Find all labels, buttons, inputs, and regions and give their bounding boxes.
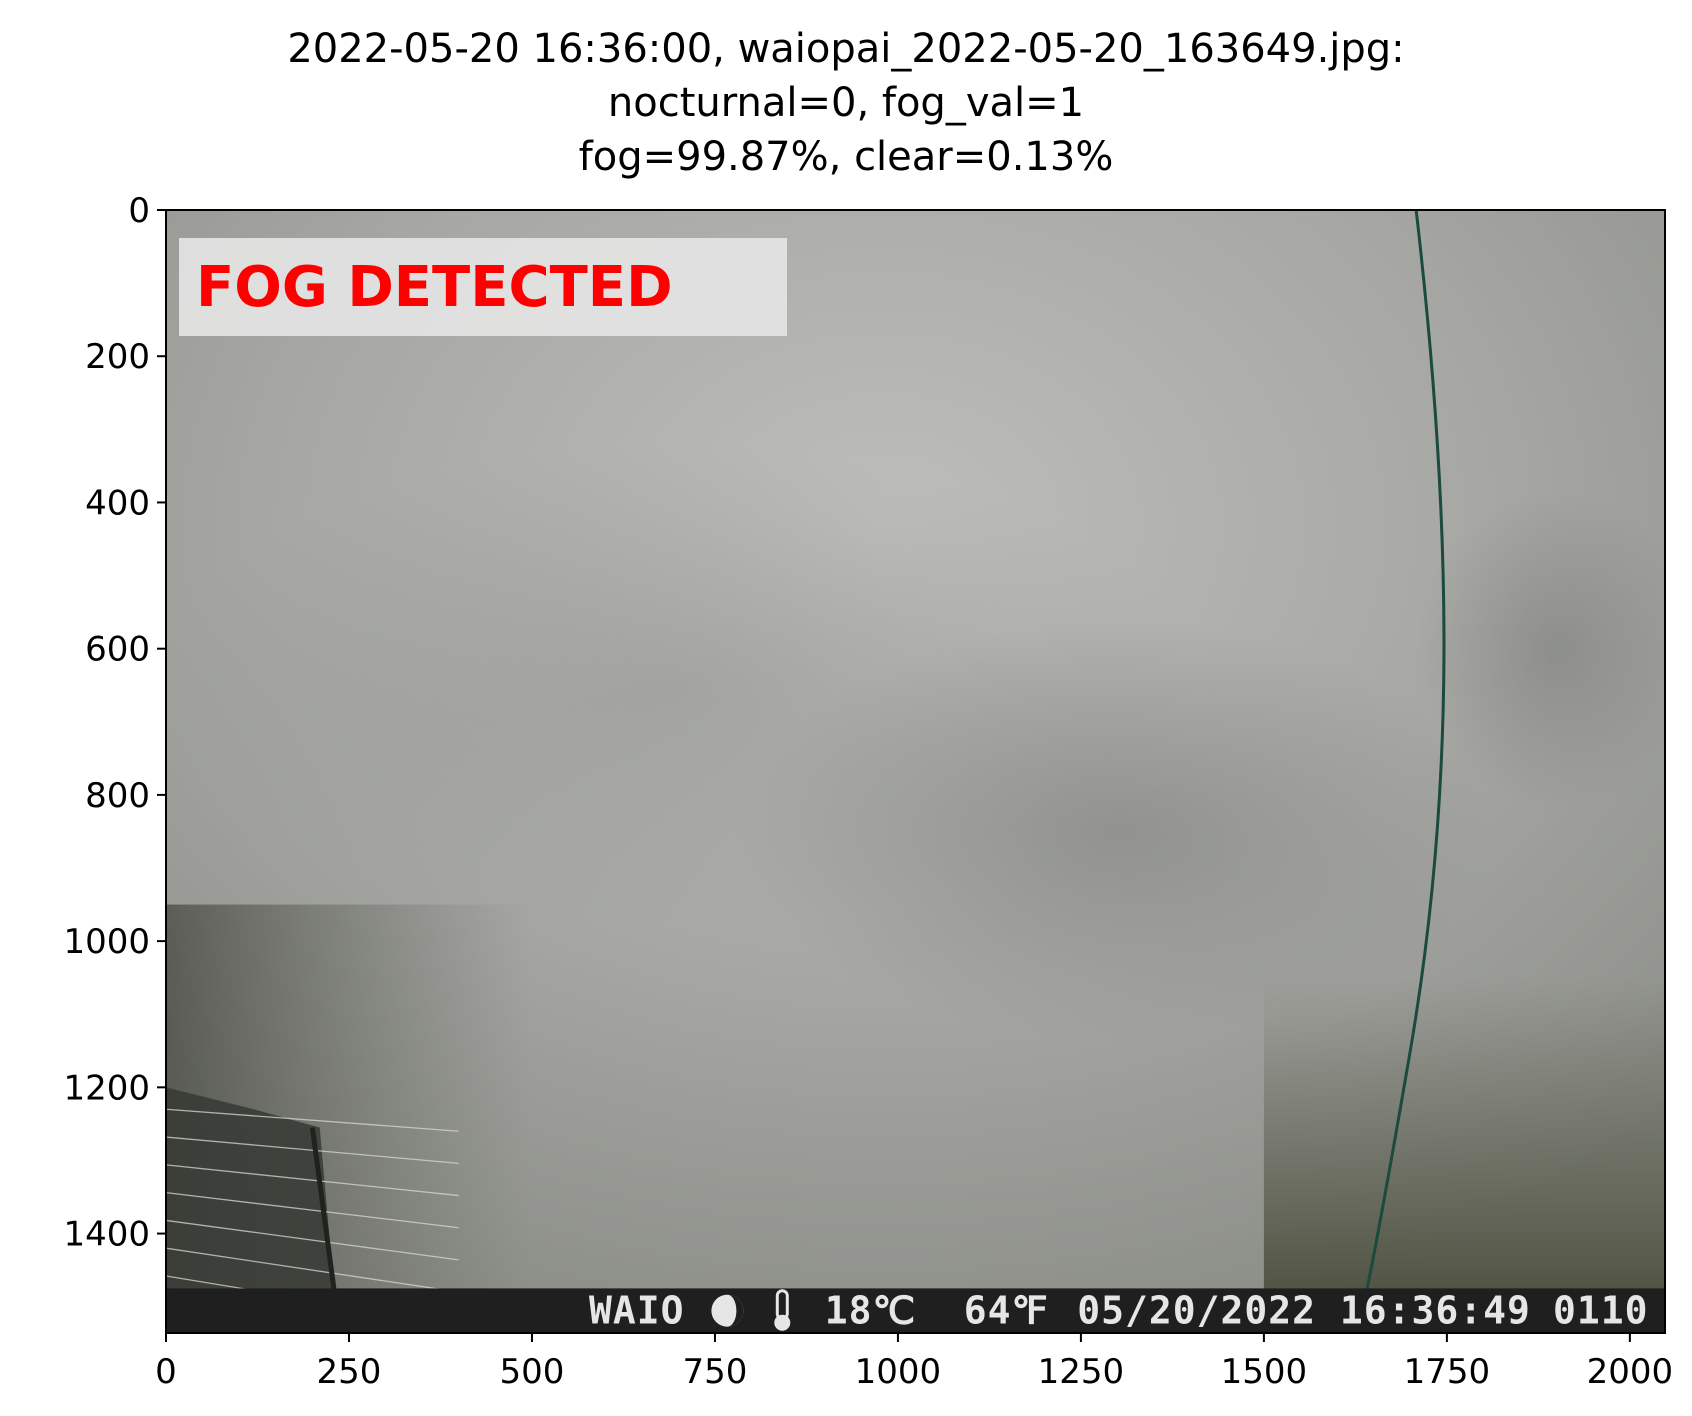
stamp-datetime: 05/20/2022 16:36:49 xyxy=(1077,1289,1531,1333)
x-tick-label: 1500 xyxy=(1221,1352,1308,1392)
x-tick-label: 750 xyxy=(682,1352,747,1392)
x-axis: 0 250 500 750 1000 1250 1500 1750 2000 xyxy=(155,1333,1673,1392)
x-tick-label: 1000 xyxy=(855,1352,942,1392)
y-tick-label: 0 xyxy=(128,191,150,231)
stamp-station: WAIO xyxy=(589,1289,685,1333)
y-tick-label: 600 xyxy=(85,630,150,670)
fence xyxy=(166,1087,459,1325)
fog-shadow-mid xyxy=(166,445,1199,926)
y-tick-label: 1400 xyxy=(63,1215,150,1255)
x-tick-label: 1750 xyxy=(1404,1352,1491,1392)
chart-title-line-2: nocturnal=0, fog_val=1 xyxy=(607,80,1085,126)
wire-arc xyxy=(1357,210,1446,1333)
stamp-temp-f: 64℉ xyxy=(964,1289,1049,1333)
fog-shadow-right xyxy=(1416,488,1665,809)
chart-title-line-1: 2022-05-20 16:36:00, waiopai_2022-05-20_… xyxy=(287,26,1405,72)
axes-frame xyxy=(165,209,1666,1334)
y-tick-label: 1200 xyxy=(63,1068,150,1108)
x-tick-label: 250 xyxy=(317,1352,382,1392)
y-tick-label: 1000 xyxy=(63,922,150,962)
stamp-temp-c: 18℃ xyxy=(825,1289,916,1333)
y-tick-label: 200 xyxy=(85,337,150,377)
fog-label-box xyxy=(179,238,787,336)
thermometer-icon xyxy=(774,1289,791,1331)
camera-timestamp-bar: WAIO 18℃ 64℉ 05/20/2022 16:36:49 0110 xyxy=(166,1288,1665,1333)
fog-detected-label: FOG DETECTED xyxy=(196,255,673,320)
chart-title-line-3: fog=99.87%, clear=0.13% xyxy=(578,134,1114,180)
camera-image: WAIO 18℃ 64℉ 05/20/2022 16:36:49 0110 xyxy=(166,210,1665,1333)
stamp-frame-number: 0110 xyxy=(1553,1289,1649,1333)
ground-right xyxy=(1263,977,1665,1293)
y-tick-label: 400 xyxy=(85,483,150,523)
x-tick-label: 0 xyxy=(155,1352,177,1392)
x-tick-label: 500 xyxy=(500,1352,565,1392)
y-tick-label: 800 xyxy=(85,776,150,816)
y-axis: 0 200 400 600 800 1000 1200 1400 xyxy=(63,191,166,1255)
x-tick-label: 2000 xyxy=(1587,1352,1674,1392)
x-tick-label: 1250 xyxy=(1038,1352,1125,1392)
